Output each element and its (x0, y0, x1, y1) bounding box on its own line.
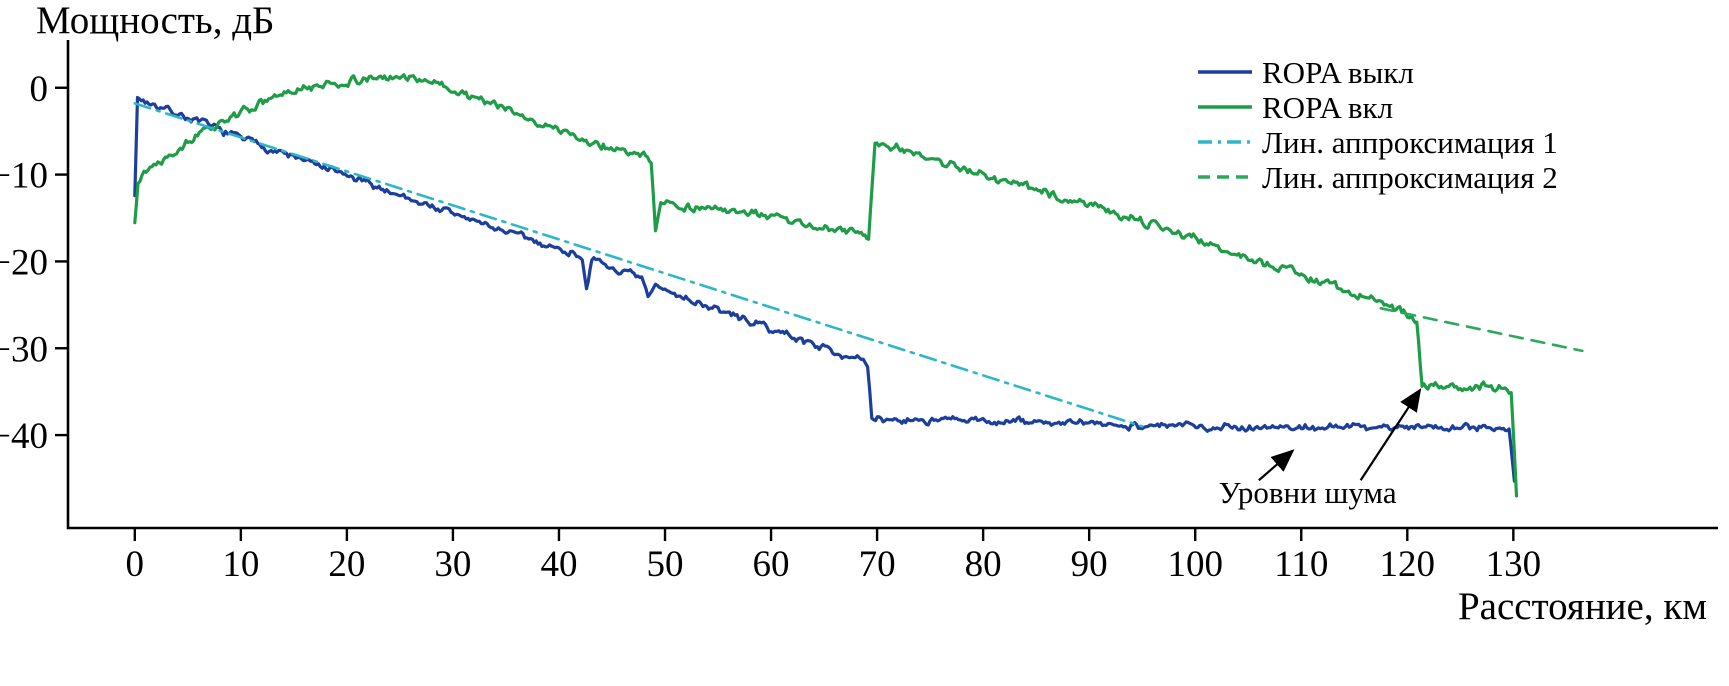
y-tick-label: −10 (0, 156, 48, 197)
series-line-4 (1379, 306, 1584, 353)
x-tick-label: 20 (328, 544, 365, 585)
y-tick-label: 0 (30, 69, 49, 110)
legend-label: ROPA выкл (1262, 55, 1414, 90)
legend-label: Лин. аппроксимация 2 (1262, 160, 1558, 195)
annotation-arrow (1359, 388, 1422, 481)
x-tick-label: 10 (222, 544, 259, 585)
y-tick-label: −40 (0, 416, 48, 457)
x-tick-label: 60 (753, 544, 790, 585)
legend-label: Лин. аппроксимация 1 (1262, 125, 1558, 160)
x-tick-label: 100 (1167, 544, 1223, 585)
annotation-text: Уровни шума (1219, 475, 1397, 510)
axes-spines (66, 40, 1718, 530)
series-line-3 (133, 102, 1144, 428)
y-tick-label: −30 (0, 329, 48, 370)
x-tick-label: 120 (1380, 544, 1436, 585)
x-tick-label: 90 (1071, 544, 1108, 585)
x-tick-label: 40 (540, 544, 577, 585)
x-tick-label: 70 (859, 544, 896, 585)
legend-label: ROPA вкл (1262, 90, 1393, 125)
x-axis-title: Расстояние, км (1457, 585, 1707, 628)
y-tick-label: −20 (0, 242, 48, 283)
x-tick-label: 130 (1486, 544, 1542, 585)
series-line-2 (133, 73, 1519, 498)
x-tick-label: 50 (647, 544, 684, 585)
annotation-arrow (1258, 449, 1295, 482)
x-tick-label: 0 (126, 544, 145, 585)
x-tick-label: 80 (965, 544, 1002, 585)
series-line-1 (133, 95, 1517, 483)
y-axis-title: Мощность, дБ (36, 0, 275, 42)
x-tick-label: 110 (1274, 544, 1328, 585)
x-tick-label: 30 (434, 544, 471, 585)
